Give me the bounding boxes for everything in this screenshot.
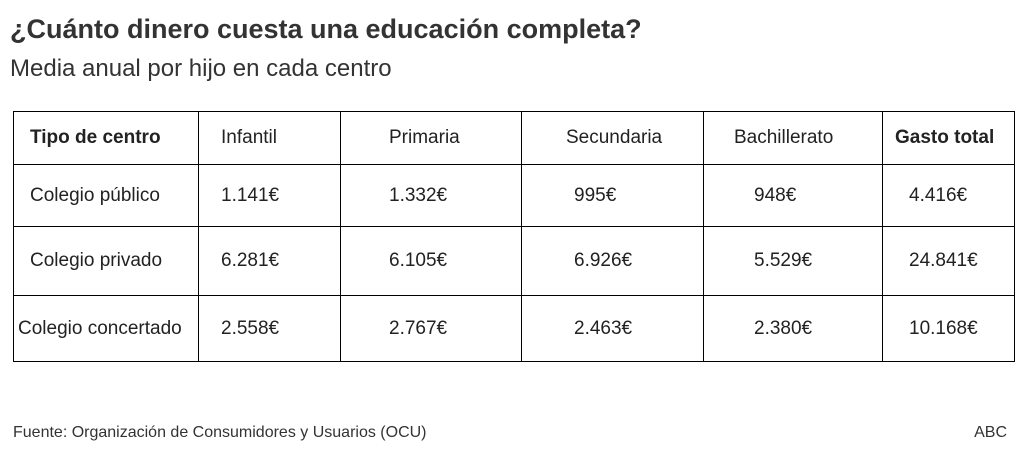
column-header-infantil: Infantil (198, 111, 341, 165)
value-cell-infantil: 6.281€ (198, 226, 341, 296)
value-cell-gasto-total: 4.416€ (882, 164, 1015, 227)
row-label-cell: Colegio público (13, 164, 199, 227)
chart-title: ¿Cuánto dinero cuesta una educación comp… (10, 14, 642, 44)
value-cell-bachillerato: 2.380€ (703, 295, 883, 362)
table-row-colegio-publico: Colegio público 1.141€ 1.332€ 995€ 948€ … (13, 164, 1015, 227)
table-header-row: Tipo de centro Infantil Primaria Secunda… (13, 111, 1015, 165)
value-cell-secundaria: 6.926€ (521, 226, 704, 296)
value-cell-primaria: 2.767€ (340, 295, 522, 362)
value-cell-bachillerato: 948€ (703, 164, 883, 227)
cost-table: Tipo de centro Infantil Primaria Secunda… (13, 111, 1015, 362)
value-cell-infantil: 2.558€ (198, 295, 341, 362)
table-row-colegio-concertado: Colegio concertado 2.558€ 2.767€ 2.463€ … (13, 295, 1015, 362)
column-header-gasto-total: Gasto total (882, 111, 1015, 165)
value-cell-gasto-total: 10.168€ (882, 295, 1015, 362)
value-cell-primaria: 6.105€ (340, 226, 522, 296)
publisher-credit: ABC (974, 424, 1007, 441)
column-header-bachillerato: Bachillerato (703, 111, 883, 165)
row-label-cell: Colegio privado (13, 226, 199, 296)
column-header-primaria: Primaria (340, 111, 522, 165)
value-cell-secundaria: 2.463€ (521, 295, 704, 362)
value-cell-secundaria: 995€ (521, 164, 704, 227)
value-cell-bachillerato: 5.529€ (703, 226, 883, 296)
column-header-tipo-de-centro: Tipo de centro (13, 111, 199, 165)
table-row-colegio-privado: Colegio privado 6.281€ 6.105€ 6.926€ 5.5… (13, 226, 1015, 296)
column-header-secundaria: Secundaria (521, 111, 704, 165)
value-cell-primaria: 1.332€ (340, 164, 522, 227)
row-label-cell: Colegio concertado (13, 295, 199, 362)
value-cell-infantil: 1.141€ (198, 164, 341, 227)
chart-subtitle: Media anual por hijo en cada centro (10, 55, 392, 82)
source-note: Fuente: Organización de Consumidores y U… (13, 424, 427, 441)
value-cell-gasto-total: 24.841€ (882, 226, 1015, 296)
